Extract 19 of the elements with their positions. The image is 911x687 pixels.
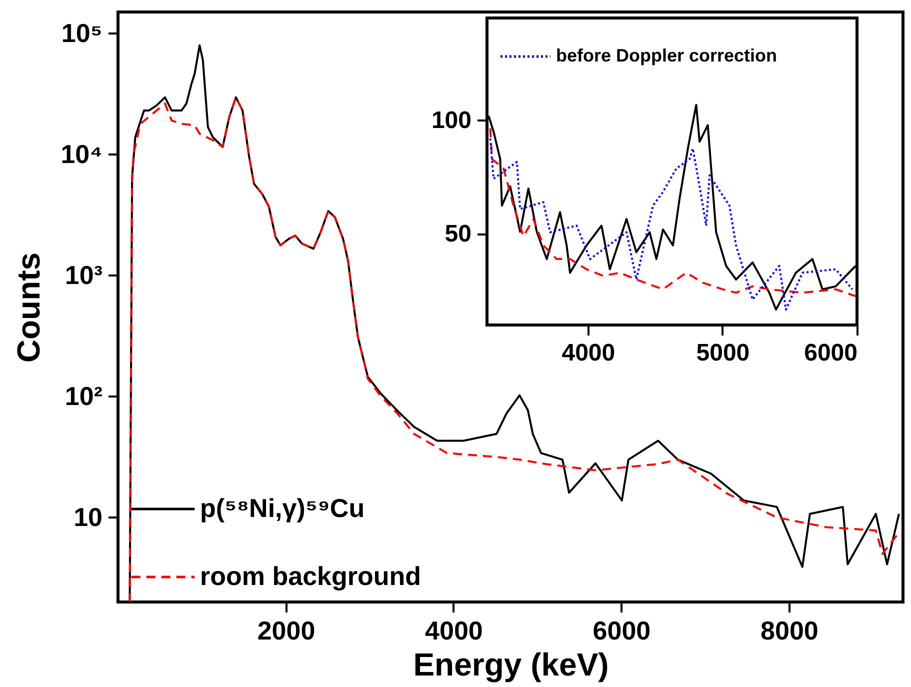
y-tick-label: 10³ — [64, 260, 103, 290]
x-tick-label: 8000 — [760, 616, 818, 646]
y-tick-label: 10 — [74, 502, 102, 532]
x-axis-title: Energy (keV) — [413, 646, 609, 682]
y-tick-label: 100 — [431, 106, 472, 134]
legend-label: p(⁵⁸Ni,γ)⁵⁹Cu — [200, 493, 365, 523]
y-tick-label: 50 — [444, 220, 472, 248]
y-tick-label: 10⁵ — [61, 18, 102, 48]
x-tick-label: 4000 — [562, 340, 616, 366]
x-tick-label: 4000 — [425, 616, 483, 646]
x-tick-label: 6000 — [592, 616, 651, 646]
y-tick-label: 10⁴ — [60, 138, 102, 169]
x-tick-label: 6000 — [804, 340, 858, 366]
x-tick-label: 5000 — [696, 340, 750, 366]
legend-label: before Doppler correction — [556, 46, 778, 66]
y-tick-label: 10² — [64, 380, 103, 411]
y-axis-title: Counts — [10, 252, 47, 363]
x-tick-label: 2000 — [257, 616, 316, 646]
legend-label: room background — [200, 561, 422, 591]
